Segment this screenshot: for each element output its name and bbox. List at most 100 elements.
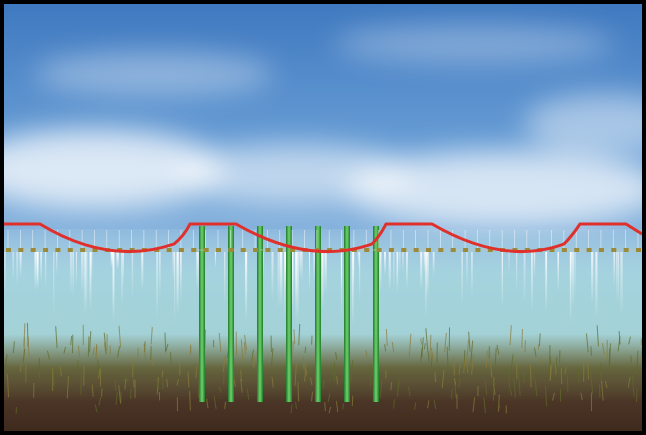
crop-stalk [22, 348, 26, 364]
crop-field [4, 334, 642, 431]
water-spray [384, 252, 387, 276]
crop-stalk [577, 367, 580, 383]
water-spray [83, 252, 87, 315]
crop-stalk [187, 371, 190, 388]
crop-stalk [598, 384, 601, 398]
crop-stalk [453, 356, 455, 376]
tower-pole [199, 226, 205, 402]
crop-stalk [125, 374, 128, 383]
crop-stalk [529, 364, 532, 388]
water-spray [324, 252, 327, 294]
crop-stalk [521, 328, 523, 349]
crop-stalk [195, 366, 198, 379]
tower-pole [286, 226, 292, 402]
crop-stalk [427, 351, 430, 362]
sprinkler-head [574, 248, 580, 252]
water-spray [279, 252, 283, 308]
water-spray [420, 252, 423, 291]
crop-stalk [189, 346, 192, 355]
crop-stalk [601, 343, 605, 355]
water-spray [131, 252, 134, 299]
crop-stalk [246, 388, 250, 400]
water-spray [461, 252, 463, 306]
water-spray [116, 252, 119, 271]
clouds [4, 24, 642, 227]
water-spray [620, 252, 623, 315]
crop-stalk [240, 370, 242, 382]
water-spray [176, 252, 179, 313]
crop-stalk [509, 388, 513, 396]
crop-stalk [335, 351, 338, 360]
crop-stalk [324, 402, 326, 412]
crop-stalk [114, 379, 117, 392]
sprinkler-head [277, 248, 283, 252]
sprinkler-head [376, 248, 382, 252]
crop-stalk [206, 398, 209, 409]
crop-stalk [453, 377, 457, 386]
crop-stalk [143, 343, 147, 363]
tower-pole [315, 226, 321, 402]
water-spray [574, 252, 576, 302]
crop-stalk [89, 331, 92, 353]
crop-stalk [150, 327, 153, 345]
crop-stalk [420, 347, 423, 362]
crop-stalk [115, 392, 118, 405]
water-spray [426, 252, 429, 297]
crop-stalk [630, 355, 633, 363]
crop-stalk [590, 369, 594, 394]
crop-stalk [304, 363, 307, 382]
water-spray [380, 252, 382, 292]
crop-stalk [385, 328, 388, 346]
sprinkler-head [6, 248, 11, 252]
crop-stalk [189, 390, 191, 411]
crop-stalk [483, 397, 486, 413]
crop-stalk [458, 377, 461, 389]
sprinkler-head [561, 248, 567, 252]
crop-stalk [471, 354, 474, 375]
sprinkler-head [586, 248, 592, 252]
crop-stalk [492, 379, 495, 401]
water-spray [141, 252, 144, 291]
crop-stalk [466, 362, 469, 373]
water-spray [53, 252, 55, 320]
crop-stalk [365, 349, 368, 358]
crop-stalk [253, 356, 255, 369]
crop-stalk [444, 332, 447, 353]
crop-stalk [98, 397, 102, 406]
sprinkler-head [623, 248, 629, 252]
crop-stalk [233, 379, 236, 388]
sprinkler-head [388, 248, 394, 252]
water-spray [180, 252, 182, 303]
sprinkler-head [549, 248, 555, 252]
crop-stalk [176, 379, 180, 386]
water-spray [340, 252, 343, 324]
water-spray [122, 252, 124, 286]
crop-stalk [293, 329, 296, 345]
crop-stalk [484, 381, 488, 395]
water-spray [393, 252, 395, 291]
crop-stalk [19, 356, 23, 373]
crop-stalk [351, 395, 354, 407]
crop-stalk [489, 361, 493, 378]
crop-stalk [103, 332, 107, 354]
water-spray [89, 252, 92, 311]
crop-stalk [304, 346, 307, 353]
crop-stalk [414, 402, 417, 410]
crop-stalk [523, 371, 526, 384]
water-spray [296, 252, 299, 326]
crop-stalk [66, 375, 70, 399]
water-spray [12, 252, 14, 282]
crop-stalk [468, 331, 471, 352]
crop-stalk [391, 341, 395, 353]
crop-stalks [4, 322, 642, 414]
crop-stalk [59, 366, 62, 377]
crop-stalk [601, 380, 604, 401]
crop-stalk [4, 354, 8, 367]
crop-stalk [544, 385, 548, 407]
sprinkler-head [228, 248, 234, 252]
water-spray [262, 252, 264, 281]
water-spray [16, 252, 19, 286]
crop-stalk [617, 336, 621, 352]
water-spray [616, 252, 618, 298]
crop-stalk [599, 363, 602, 380]
